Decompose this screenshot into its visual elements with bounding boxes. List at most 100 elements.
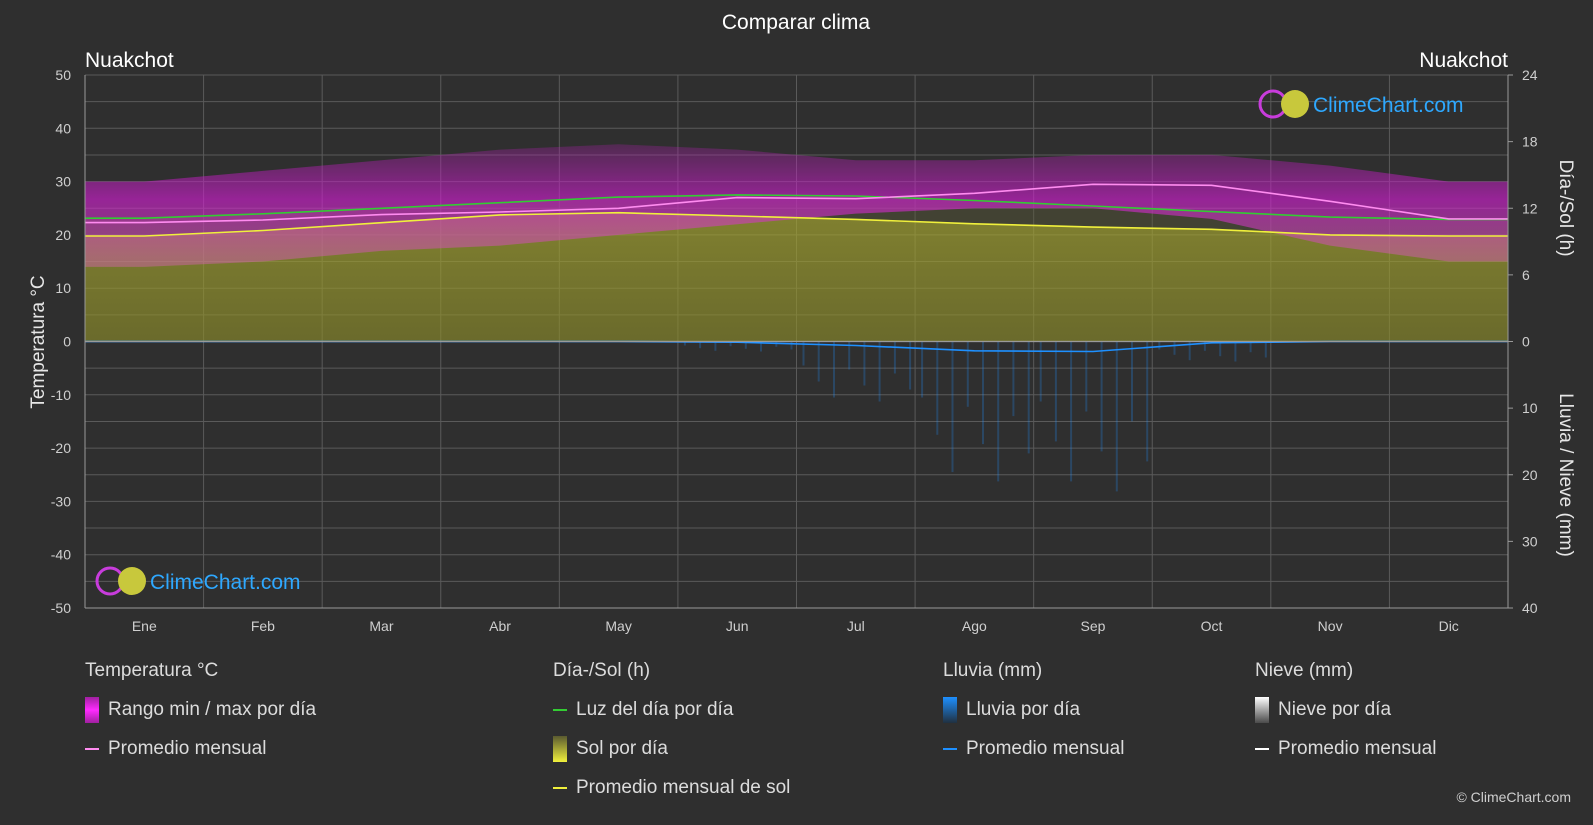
rain-bar xyxy=(1085,341,1088,412)
rain-bar xyxy=(714,341,717,351)
y-right-top-tick-label: 0 xyxy=(1522,334,1530,350)
rain-bar xyxy=(1264,341,1267,358)
y-left-tick-label: -30 xyxy=(51,493,71,509)
rain-bar xyxy=(744,341,747,349)
rain-avg-swatch-icon xyxy=(943,747,957,750)
rain-bar xyxy=(699,341,702,349)
rain-bar xyxy=(775,341,778,347)
sunshine-swatch-icon xyxy=(553,735,567,762)
logo-sun-icon xyxy=(118,567,146,595)
x-tick-label: May xyxy=(605,618,631,634)
location-left: Nuakchot xyxy=(85,49,174,72)
y-right-top-tick-label: 6 xyxy=(1522,267,1530,283)
legend-item-sunshine: Sol por día xyxy=(553,729,790,768)
legend-item-sunshine-avg: Promedio mensual de sol xyxy=(553,768,790,807)
y-right-top-tick-label: 18 xyxy=(1522,134,1538,150)
rain-bar xyxy=(909,341,912,390)
x-tick-label: Mar xyxy=(369,618,393,634)
y-axis-right-bottom-label: Lluvia / Nieve (mm) xyxy=(1555,393,1576,557)
x-tick-label: Abr xyxy=(489,618,511,634)
y-right-bottom-tick-label: 20 xyxy=(1522,467,1538,483)
temp-range-band xyxy=(85,144,1508,267)
rain-bar xyxy=(863,341,866,386)
sunshine-avg-swatch-icon xyxy=(553,786,567,789)
legend-label: Promedio mensual de sol xyxy=(576,776,791,798)
legend-rain: Lluvia (mm) Lluvia por día Promedio mens… xyxy=(943,660,1124,768)
y-left-tick-label: 50 xyxy=(55,67,71,83)
legend: Temperatura °C Rango min / max por día P… xyxy=(0,660,1593,810)
legend-item-rain-daily: Lluvia por día xyxy=(943,690,1124,729)
legend-sun: Día-/Sol (h) Luz del día por día Sol por… xyxy=(553,660,790,807)
rain-bar xyxy=(729,341,732,347)
rain-swatch-icon xyxy=(943,696,957,723)
x-tick-label: Nov xyxy=(1318,618,1343,634)
rain-bar xyxy=(951,341,954,473)
rain-bar xyxy=(760,341,762,352)
y-axis-left-label: Temperatura °C xyxy=(28,275,49,408)
x-tick-label: Jun xyxy=(726,618,749,634)
y-left-tick-label: -20 xyxy=(51,440,71,456)
legend-snow-title: Nieve (mm) xyxy=(1255,660,1354,681)
x-tick-label: Jul xyxy=(847,618,865,634)
rain-bar xyxy=(848,341,851,370)
rain-bar xyxy=(982,341,984,445)
legend-item-temp-range: Rango min / max por día xyxy=(85,690,316,729)
x-tick-label: Sep xyxy=(1080,618,1105,634)
climate-chart: Comparar clima Nuakchot Nuakchot 50 40 30 2… xyxy=(28,11,1576,634)
rain-bar xyxy=(1027,341,1030,454)
temp-avg-swatch-icon xyxy=(85,747,99,750)
legend-label: Nieve por día xyxy=(1278,698,1392,720)
daylight-line xyxy=(85,194,1508,221)
legend-label: Lluvia por día xyxy=(966,698,1081,720)
legend-label: Luz del día por día xyxy=(576,698,734,720)
y-left-tick-label: 20 xyxy=(55,227,71,243)
y-left-tick-label: 40 xyxy=(55,120,71,136)
rain-bar xyxy=(1173,341,1176,355)
rain-bar xyxy=(921,341,924,398)
location-right: Nuakchot xyxy=(1419,49,1508,72)
rain-bar xyxy=(1203,341,1206,351)
legend-temperature: Temperatura °C Rango min / max por día P… xyxy=(85,660,316,768)
legend-item-rain-avg: Promedio mensual xyxy=(943,729,1124,768)
y-left-tick-label: 0 xyxy=(63,334,71,350)
y-right-bottom-tick-label: 40 xyxy=(1522,600,1538,616)
series-layer xyxy=(85,144,1508,492)
y-left-tick-label: 30 xyxy=(55,174,71,190)
y-right-top-tick-label: 12 xyxy=(1522,200,1538,216)
axes: 50 40 30 20 10 0 -10 -20 -30 -40 -50 24 18 12 6 0 10 20 30… xyxy=(51,67,1538,634)
rain-bar xyxy=(1054,341,1057,442)
legend-item-snow-daily: Nieve por día xyxy=(1255,690,1436,729)
rain-bar xyxy=(817,341,820,382)
watermark-text-bottom: ClimeChart.com xyxy=(150,571,301,594)
y-right-bottom-tick-label: 10 xyxy=(1522,400,1538,416)
legend-label: Promedio mensual xyxy=(966,737,1125,759)
rain-bar xyxy=(833,341,835,398)
rain-bar xyxy=(1070,341,1073,482)
rain-bar xyxy=(1146,341,1149,462)
legend-label: Sol por día xyxy=(576,737,668,759)
y-axis-right-top-label: Día-/Sol (h) xyxy=(1555,159,1576,256)
x-tick-label: Ene xyxy=(132,618,157,634)
rain-bar xyxy=(1188,341,1191,361)
legend-label: Promedio mensual xyxy=(108,737,267,759)
rain-bar xyxy=(966,341,969,407)
legend-label: Promedio mensual xyxy=(1278,737,1437,759)
rain-bar xyxy=(1100,341,1103,452)
rain-bar xyxy=(997,341,1000,482)
rain-bar xyxy=(1012,341,1015,417)
rain-bar xyxy=(1249,341,1252,353)
rain-bar xyxy=(1115,341,1118,492)
legend-temperature-title: Temperatura °C xyxy=(85,660,219,681)
x-tick-label: Oct xyxy=(1201,618,1223,634)
rain-bar xyxy=(878,341,881,402)
legend-item-temp-avg: Promedio mensual xyxy=(85,729,316,768)
rain-bar xyxy=(1131,341,1133,422)
daylight-swatch-icon xyxy=(553,708,567,711)
legend-label: Rango min / max por día xyxy=(108,698,317,720)
snow-swatch-icon xyxy=(1255,696,1269,723)
snow-avg-swatch-icon xyxy=(1255,747,1269,750)
temp-range-swatch-icon xyxy=(85,696,99,723)
legend-item-snow-avg: Promedio mensual xyxy=(1255,729,1436,768)
rain-bar xyxy=(1039,341,1042,402)
rain-bar xyxy=(893,341,896,374)
